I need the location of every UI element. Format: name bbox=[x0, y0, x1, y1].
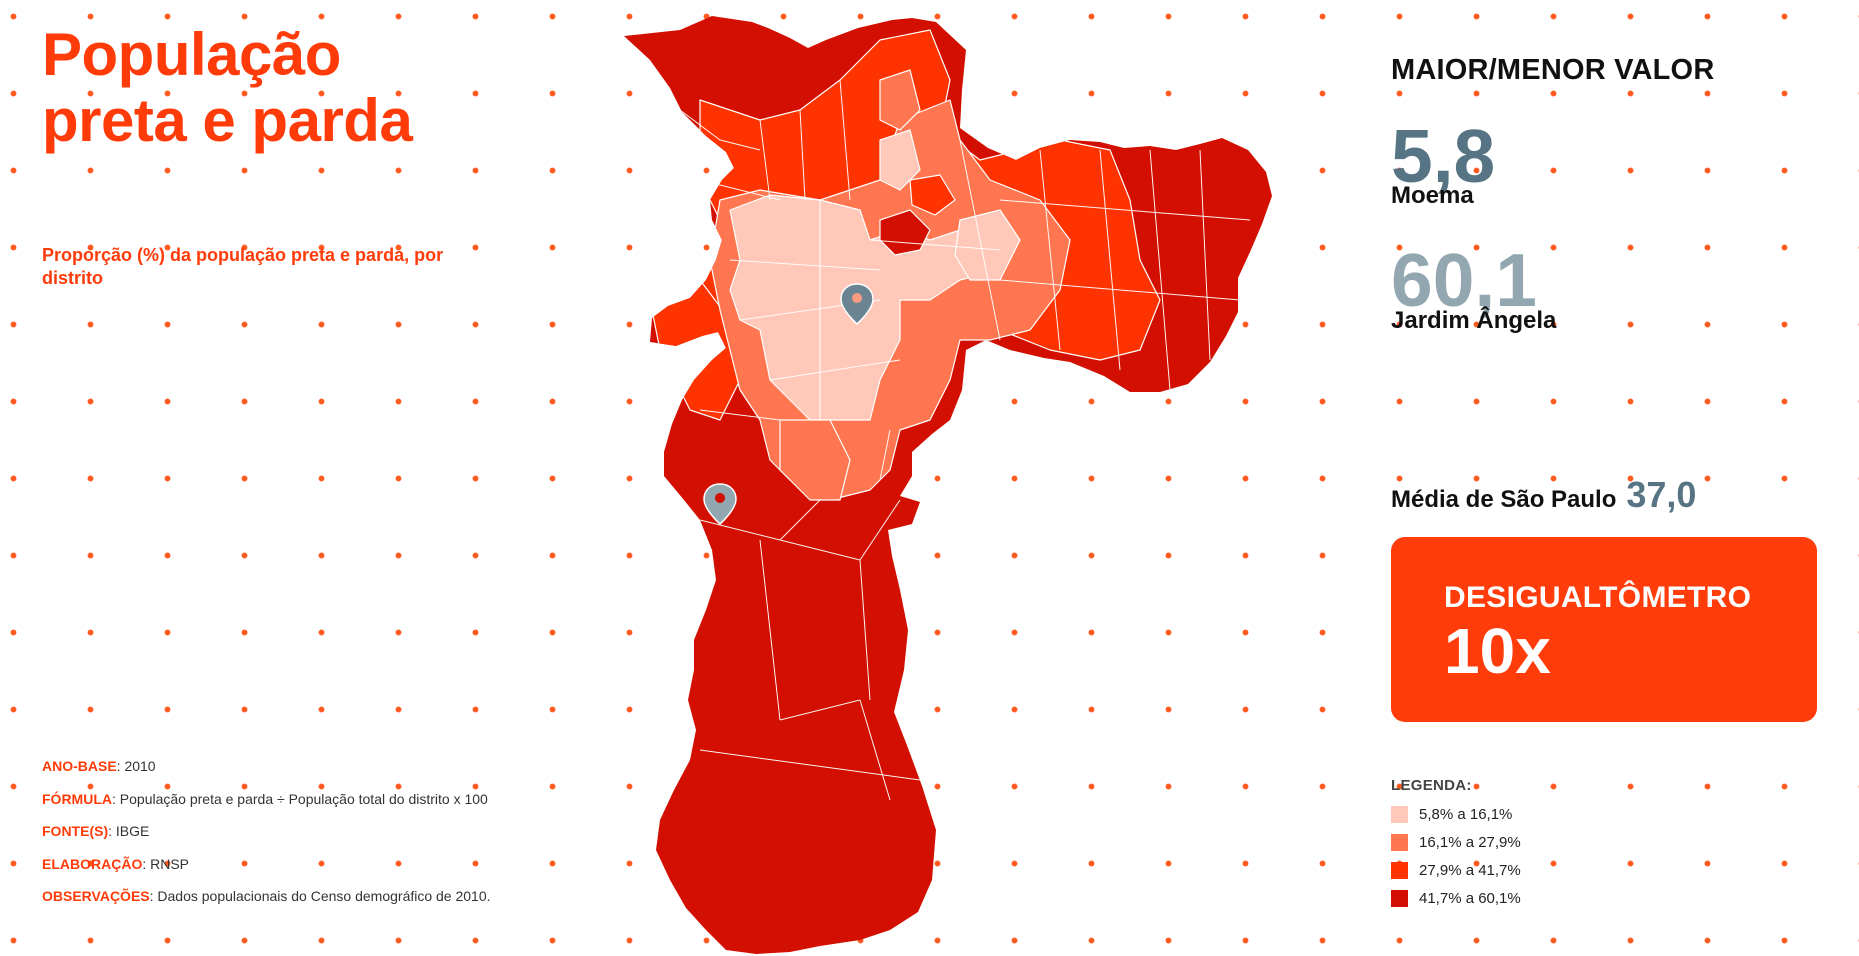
page-subtitle: Proporção (%) da população preta e parda… bbox=[42, 245, 444, 288]
page-title: População preta e parda bbox=[42, 21, 413, 154]
region-north-medium bbox=[879, 69, 921, 131]
legend-item: 27,9% a 41,7% bbox=[1391, 856, 1521, 884]
legend-item: 5,8% a 16,1% bbox=[1391, 800, 1521, 828]
metadata-value: População preta e parda ÷ População tota… bbox=[119, 790, 488, 807]
metadata-row-ano-base: ANO-BASE: 2010 bbox=[42, 758, 156, 774]
legend-item: 16,1% a 27,9% bbox=[1391, 828, 1521, 856]
max-value: 60,1 bbox=[1391, 238, 1537, 322]
region-south-medium bbox=[779, 419, 851, 501]
max-district: Jardim Ângela bbox=[1391, 307, 1557, 334]
inequality-meter-value: 10x bbox=[1444, 615, 1551, 687]
metadata-key: OBSERVAÇÕES bbox=[42, 888, 150, 904]
metadata-row-observacoes: OBSERVAÇÕES: Dados populacionais do Cens… bbox=[42, 888, 491, 904]
legend-swatch bbox=[1391, 861, 1408, 879]
legend-title: LEGENDA: bbox=[1391, 777, 1472, 794]
map-pin-icon bbox=[703, 483, 737, 525]
metadata-value: RNSP bbox=[150, 855, 190, 872]
region-center-dark-2 bbox=[909, 174, 956, 216]
average-label: Média de São Paulo bbox=[1391, 486, 1617, 513]
average-row: Média de São Paulo 37,0 bbox=[1391, 474, 1696, 516]
map-pin-icon bbox=[840, 283, 874, 325]
metadata-key: ANO-BASE bbox=[42, 758, 117, 774]
metadata-block: ANO-BASE: 2010 FÓRMULA: População preta … bbox=[42, 757, 491, 920]
metadata-value: 2010 bbox=[124, 758, 156, 774]
metadata-row-fontes: FONTE(S): IBGE bbox=[42, 823, 150, 839]
metadata-value: IBGE bbox=[115, 823, 150, 839]
metadata-row-formula: FÓRMULA: População preta e parda ÷ Popul… bbox=[42, 790, 488, 807]
inequality-meter-card: DESIGUALTÔMETRO 10x bbox=[1391, 537, 1817, 722]
min-value: 5,8 bbox=[1391, 114, 1496, 198]
min-district: Moema bbox=[1391, 182, 1474, 209]
legend-swatch bbox=[1391, 833, 1408, 851]
average-value: 37,0 bbox=[1626, 474, 1697, 515]
metadata-value: Dados populacionais do Censo demográfico… bbox=[157, 888, 491, 904]
metadata-key: FÓRMULA bbox=[42, 790, 112, 807]
metadata-row-elaboracao: ELABORAÇÃO: RNSP bbox=[42, 855, 190, 872]
legend-label: 5,8% a 16,1% bbox=[1419, 805, 1513, 823]
metadata-key: FONTE(S) bbox=[42, 823, 109, 839]
metadata-key: ELABORAÇÃO bbox=[42, 855, 143, 872]
map-legend: LEGENDA: 5,8% a 16,1% 16,1% a 27,9% 27,9… bbox=[1391, 777, 1521, 912]
stats-heading: MAIOR/MENOR VALOR bbox=[1391, 54, 1715, 86]
legend-label: 27,9% a 41,7% bbox=[1419, 861, 1521, 879]
legend-swatch bbox=[1391, 805, 1408, 823]
legend-label: 41,7% a 60,1% bbox=[1419, 889, 1521, 907]
legend-label: 16,1% a 27,9% bbox=[1419, 833, 1521, 851]
legend-item: 41,7% a 60,1% bbox=[1391, 884, 1521, 912]
legend-swatch bbox=[1391, 889, 1408, 907]
inequality-meter-label: DESIGUALTÔMETRO bbox=[1444, 581, 1752, 614]
